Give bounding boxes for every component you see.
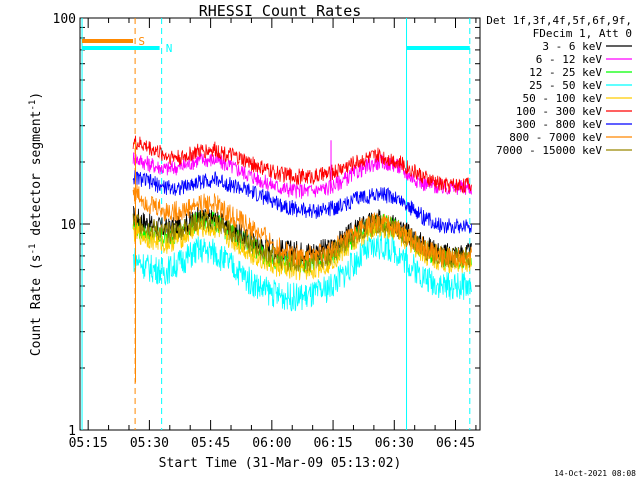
legend-entry-label: 25 - 50 keV <box>529 79 602 92</box>
y-tick-label: 10 <box>60 218 76 233</box>
x-tick-label: 05:15 <box>69 436 108 451</box>
legend-entry-label: 300 - 800 keV <box>516 118 602 131</box>
legend-entry-label: 800 - 7000 keV <box>509 131 602 144</box>
y-axis-label-part: ) <box>29 92 44 100</box>
legend-entry-label: 100 - 300 keV <box>516 105 602 118</box>
series-line <box>132 170 472 234</box>
night-bar-label: N <box>166 42 173 55</box>
x-tick-label: 05:45 <box>191 436 230 451</box>
x-tick-label: 06:45 <box>436 436 475 451</box>
legend-entry-label: 50 - 100 keV <box>523 92 603 105</box>
y-axis-label: Count Rate (s-1 detector segment-1) <box>28 92 44 356</box>
slew-bar-label: S <box>138 35 145 48</box>
x-tick-label: 06:30 <box>375 436 414 451</box>
x-axis-label: Start Time (31-Mar-09 05:13:02) <box>159 456 402 471</box>
legend-entry-label: 12 - 25 keV <box>529 66 602 79</box>
y-tick-label: 100 <box>53 12 76 27</box>
x-tick-label: 06:15 <box>313 436 352 451</box>
y-axis-label-part: Count Rate (s <box>29 254 44 356</box>
legend-header: Det 1f,3f,4f,5f,6f,9f, <box>486 14 632 27</box>
footer-timestamp: 14-Oct-2021 08:08 <box>554 469 636 478</box>
legend-entry-label: 3 - 6 keV <box>542 40 602 53</box>
plot-area: 1 10 100 05:15 05:30 05:45 06:00 06:15 06:30 06:4… <box>28 2 636 478</box>
chart-title: RHESSI Count Rates <box>199 2 362 20</box>
series-line <box>132 152 472 199</box>
series-line <box>132 135 472 194</box>
y-axis-label-part: detector segment <box>29 111 44 244</box>
legend-header: FDecim 1, Att 0 <box>533 27 632 40</box>
series-line <box>132 184 472 268</box>
series-line <box>132 231 472 312</box>
legend-entry-label: 7000 - 15000 keV <box>496 144 602 157</box>
y-tick-label: 1 <box>68 424 76 439</box>
x-tick-label: 05:30 <box>130 436 169 451</box>
legend-entry-label: 6 - 12 keV <box>536 53 603 66</box>
x-tick-label: 06:00 <box>252 436 291 451</box>
y-axis-label-part: -1 <box>28 244 38 255</box>
y-axis-label-part: -1 <box>28 100 38 111</box>
